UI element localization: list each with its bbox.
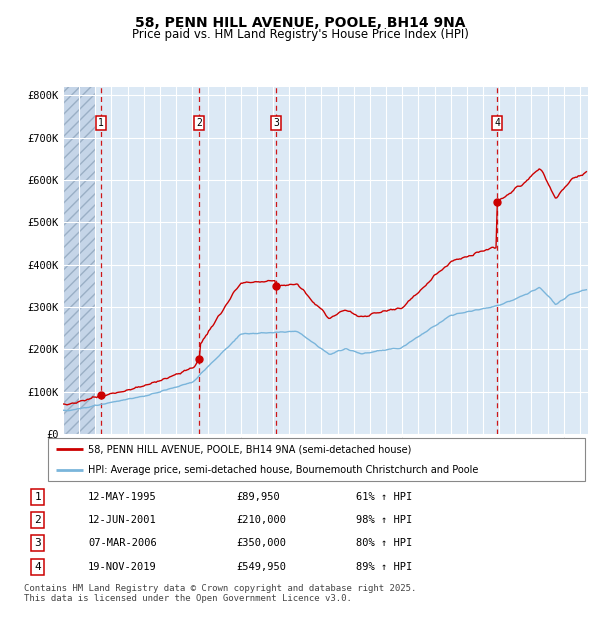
- Text: 19-NOV-2019: 19-NOV-2019: [88, 562, 157, 572]
- Text: 07-MAR-2006: 07-MAR-2006: [88, 538, 157, 548]
- Text: 12-JUN-2001: 12-JUN-2001: [88, 515, 157, 525]
- Text: 98% ↑ HPI: 98% ↑ HPI: [356, 515, 412, 525]
- Text: 1: 1: [98, 118, 104, 128]
- Text: 2: 2: [35, 515, 41, 525]
- Text: 12-MAY-1995: 12-MAY-1995: [88, 492, 157, 502]
- Text: 58, PENN HILL AVENUE, POOLE, BH14 9NA: 58, PENN HILL AVENUE, POOLE, BH14 9NA: [135, 16, 465, 30]
- Text: 2: 2: [196, 118, 202, 128]
- Text: 58, PENN HILL AVENUE, POOLE, BH14 9NA (semi-detached house): 58, PENN HILL AVENUE, POOLE, BH14 9NA (s…: [88, 445, 412, 454]
- Bar: [63, 87, 95, 434]
- Text: HPI: Average price, semi-detached house, Bournemouth Christchurch and Poole: HPI: Average price, semi-detached house,…: [88, 464, 479, 474]
- Text: Price paid vs. HM Land Registry's House Price Index (HPI): Price paid vs. HM Land Registry's House …: [131, 28, 469, 41]
- Text: 89% ↑ HPI: 89% ↑ HPI: [356, 562, 412, 572]
- Text: £210,000: £210,000: [236, 515, 286, 525]
- Text: £89,950: £89,950: [236, 492, 280, 502]
- Text: 1: 1: [35, 492, 41, 502]
- Text: 4: 4: [494, 118, 500, 128]
- Text: 61% ↑ HPI: 61% ↑ HPI: [356, 492, 412, 502]
- Text: £549,950: £549,950: [236, 562, 286, 572]
- Text: 80% ↑ HPI: 80% ↑ HPI: [356, 538, 412, 548]
- Text: 3: 3: [35, 538, 41, 548]
- Text: £350,000: £350,000: [236, 538, 286, 548]
- Text: Contains HM Land Registry data © Crown copyright and database right 2025.
This d: Contains HM Land Registry data © Crown c…: [24, 584, 416, 603]
- Text: 4: 4: [35, 562, 41, 572]
- Text: 3: 3: [273, 118, 279, 128]
